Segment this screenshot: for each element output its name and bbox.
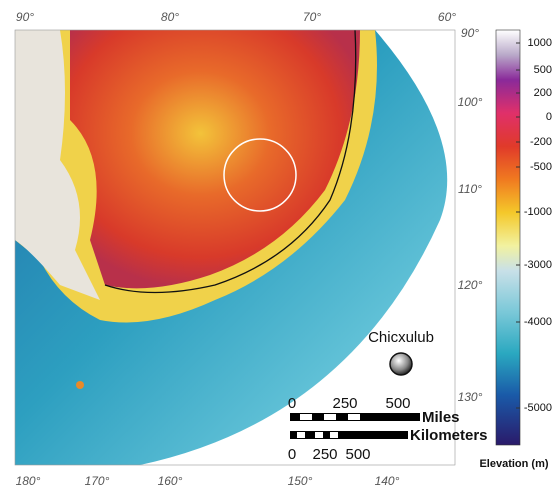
latitude-label: 130° [458,390,483,404]
longitude-label: 140° [375,474,400,488]
longitude-label: 170° [85,474,110,488]
colorbar-label: -200 [530,136,552,148]
latitude-label: 120° [458,278,483,292]
latitude-label: 110° [458,182,482,196]
longitude-label: 160° [158,474,183,488]
longitude-label: 80° [161,10,179,24]
scale-tick: 250 [312,446,337,463]
colorbar-label: 500 [534,64,552,76]
longitude-label: 60° [438,10,456,24]
colorbar-label: 0 [546,111,552,123]
colorbar-label: -4000 [524,316,552,328]
longitude-label: 70° [303,10,321,24]
scale-unit: Kilometers [410,427,488,444]
colorbar-label: -500 [530,161,552,173]
longitude-label: 180° [16,474,41,488]
colorbar-label: 1000 [528,37,552,49]
latitude-label: 90° [461,26,479,40]
latitude-label: 100° [458,95,483,109]
scale-unit: Miles [422,409,460,426]
scale-bar [290,413,420,439]
map-image [14,29,456,466]
scale-tick: 250 [332,395,357,412]
scale-tick: 0 [288,395,296,412]
scale-tick: 500 [385,395,410,412]
colorbar-label: -5000 [524,402,552,414]
longitude-label: 150° [288,474,313,488]
longitude-label: 90° [16,10,34,24]
colorbar-label: -3000 [524,259,552,271]
scale-tick: 0 [288,446,296,463]
colorbar-label: 200 [534,87,552,99]
site-label: Chicxulub [368,329,434,346]
colorbar-label: -1000 [524,206,552,218]
colorbar-title: Elevation (m) [479,458,548,470]
scale-tick: 500 [345,446,370,463]
colorbar [495,29,521,446]
